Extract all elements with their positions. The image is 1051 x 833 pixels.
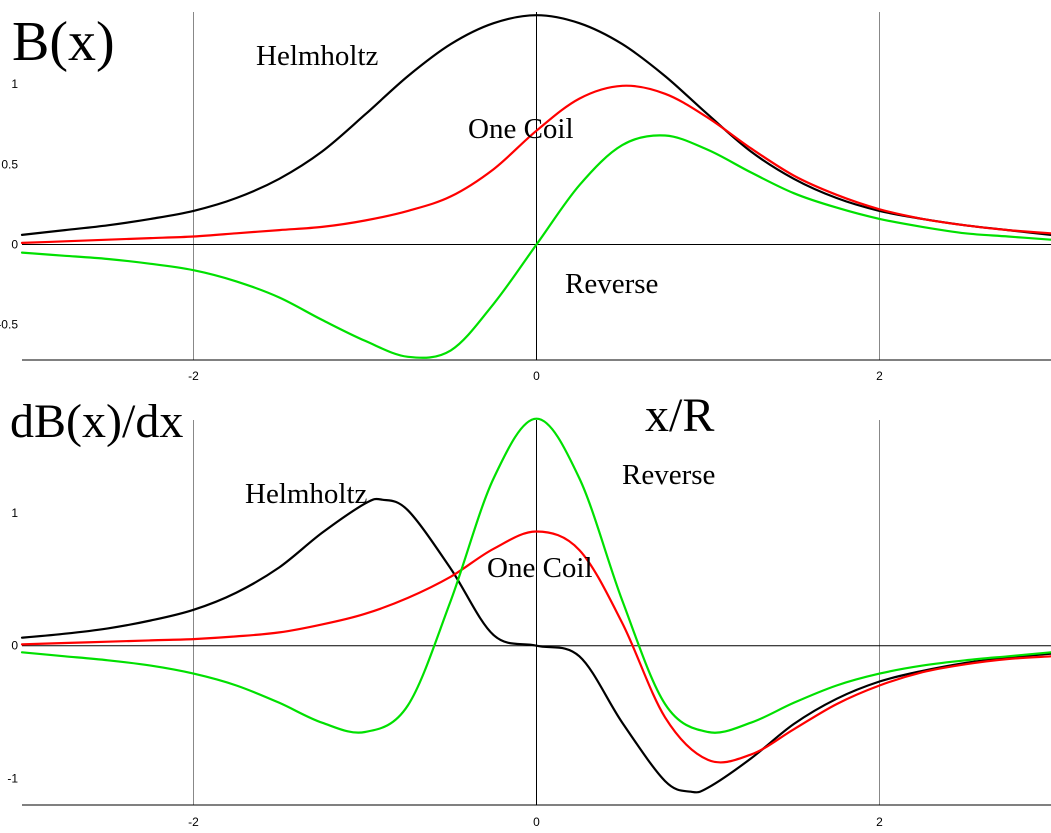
top-chart-bx: -2 0 2 1 0.5 0 -0.5	[0, 12, 1051, 383]
top-y-tick-label: 1	[11, 77, 18, 91]
top-series-helmholtz-line	[20, 14, 1051, 236]
x-axis-label: x/R	[645, 389, 714, 442]
bottom-series-helmholtz-line	[20, 497, 1051, 794]
bottom-series-one-coil-line	[20, 530, 1051, 764]
bottom-y-tick-label: 0	[11, 639, 18, 653]
bottom-y-tick-label: -1	[7, 771, 18, 785]
top-series-reverse-line	[20, 134, 1051, 359]
bottom-chart-dbdx: -2 0 2 1 0 -1	[7, 417, 1051, 829]
top-chart-title: B(x)	[12, 11, 115, 73]
bottom-x-tick-label: 0	[533, 815, 540, 829]
top-annotation-helmholtz: Helmholtz	[256, 40, 379, 72]
bottom-x-tick-label: -2	[188, 815, 199, 829]
top-annotation-reverse: Reverse	[565, 268, 658, 300]
top-y-tick-label: 0.5	[1, 157, 18, 171]
top-y-tick-label: 0	[11, 238, 18, 252]
bottom-chart-title: dB(x)/dx	[10, 395, 183, 448]
bottom-annotation-one-coil: One Coil	[487, 552, 593, 584]
top-x-tick-label: 2	[876, 369, 883, 383]
top-x-tick-label: 0	[533, 369, 540, 383]
top-series-one-coil-line	[20, 84, 1051, 244]
bottom-x-tick-label: 2	[876, 815, 883, 829]
top-annotation-one-coil: One Coil	[468, 113, 574, 145]
bottom-annotation-helmholtz: Helmholtz	[245, 478, 368, 510]
top-y-tick-label: -0.5	[0, 318, 18, 332]
bottom-series-reverse-line	[20, 417, 1051, 734]
bottom-y-tick-label: 1	[11, 506, 18, 520]
bottom-annotation-reverse: Reverse	[622, 459, 715, 491]
top-x-tick-label: -2	[188, 369, 199, 383]
